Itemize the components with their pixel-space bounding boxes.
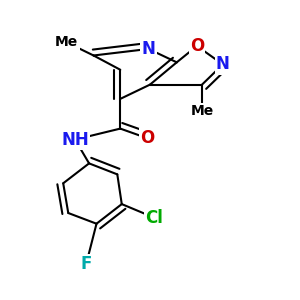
Text: Me: Me	[190, 104, 214, 118]
Text: Me: Me	[55, 35, 78, 50]
Text: F: F	[80, 255, 92, 273]
Text: N: N	[216, 56, 230, 74]
Text: O: O	[190, 37, 204, 55]
Text: O: O	[140, 129, 154, 147]
Text: Cl: Cl	[146, 209, 164, 227]
Text: N: N	[142, 40, 155, 58]
Text: NH: NH	[61, 130, 89, 148]
